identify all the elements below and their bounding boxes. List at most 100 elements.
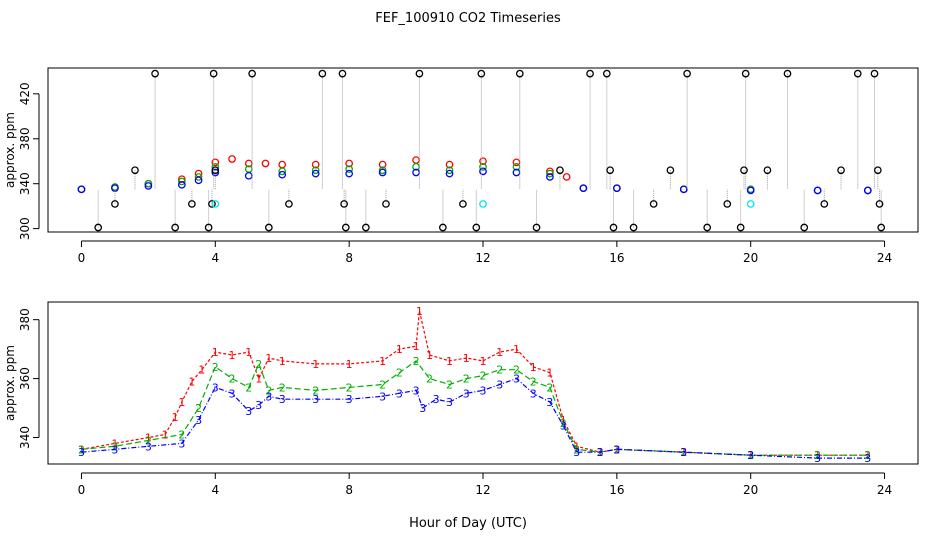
- point-label: 1: [513, 343, 520, 356]
- point-label: 2: [229, 373, 236, 386]
- plot-frame: [47, 67, 919, 233]
- x-axis-label: Hour of Day (UTC): [409, 516, 527, 531]
- point-label: 2: [573, 443, 580, 456]
- point-label: 3: [212, 381, 219, 394]
- y-tick-label: 340: [18, 426, 32, 449]
- data-point: [612, 184, 621, 193]
- point-label: 2: [396, 367, 403, 380]
- data-point: [556, 166, 564, 175]
- data-point: [412, 162, 420, 171]
- data-point: [649, 200, 658, 208]
- x-tick-label: 4: [211, 483, 219, 497]
- point-label: 3: [546, 396, 553, 409]
- figure-title: FEF_100910 CO2 Timeseries: [375, 11, 561, 26]
- series-line: [81, 377, 868, 459]
- point-label: 1: [229, 349, 236, 362]
- point-label: 2: [864, 449, 871, 462]
- point-label: 2: [513, 364, 520, 377]
- point-label: 3: [433, 393, 440, 406]
- data-point: [345, 165, 354, 173]
- point-label: 1: [145, 431, 152, 444]
- x-tick-label: 16: [609, 251, 624, 265]
- data-point: [602, 69, 611, 78]
- data-point: [546, 173, 554, 181]
- point-label: 1: [463, 352, 470, 365]
- point-label: 1: [178, 396, 185, 409]
- point-label: 3: [195, 414, 202, 427]
- data-point: [479, 167, 487, 176]
- data-point: [870, 69, 879, 78]
- data-point: [609, 223, 618, 232]
- point-label: 3: [573, 446, 580, 459]
- data-point: [94, 223, 103, 232]
- point-label: 2: [496, 364, 503, 377]
- y-tick-label: 380: [18, 127, 32, 150]
- series-3: [77, 167, 872, 195]
- x-tick-label: 24: [877, 251, 892, 265]
- point-label: 2: [78, 443, 85, 456]
- data-point: [546, 167, 554, 176]
- point-label: 3: [245, 405, 252, 418]
- x-tick-label: 12: [475, 251, 490, 265]
- y-axis-label: approx. ppm: [3, 345, 17, 421]
- data-point: [741, 69, 750, 78]
- point-label: 2: [178, 429, 185, 442]
- data-point: [177, 180, 186, 189]
- data-point: [415, 69, 424, 78]
- data-point: [340, 200, 348, 208]
- point-label: 1: [530, 361, 537, 374]
- data-point: [378, 160, 387, 169]
- point-label: 2: [426, 373, 433, 386]
- x-tick-label: 16: [609, 483, 624, 497]
- x-tick-label: 0: [78, 483, 86, 497]
- point-label: 3: [265, 390, 272, 403]
- data-point: [438, 223, 447, 232]
- point-label: 3: [747, 449, 754, 462]
- data-point: [211, 166, 220, 175]
- point-label: 3: [530, 387, 537, 400]
- data-point: [111, 200, 119, 208]
- point-label: 1: [78, 443, 85, 456]
- data-point: [877, 223, 886, 232]
- point-label: 1: [255, 373, 262, 386]
- data-point: [477, 69, 486, 78]
- point-label: 1: [416, 305, 423, 318]
- data-point: [311, 169, 320, 178]
- y-tick-label: 300: [18, 217, 32, 240]
- data-point: [278, 170, 287, 179]
- point-label: 2: [312, 384, 319, 397]
- point-label: 1: [172, 411, 179, 424]
- data-point: [479, 162, 487, 171]
- series-line: [81, 360, 868, 456]
- point-label: 2: [255, 358, 262, 371]
- point-label: 3: [496, 378, 503, 391]
- data-point: [800, 223, 809, 232]
- point-label: 1: [560, 414, 567, 427]
- point-label: 3: [279, 393, 286, 406]
- x-tick-label: 0: [78, 251, 86, 265]
- data-point: [746, 200, 755, 208]
- x-tick-label: 20: [743, 483, 758, 497]
- point-label: 3: [111, 443, 118, 456]
- point-label: 2: [546, 381, 553, 394]
- data-point: [341, 223, 350, 232]
- data-point: [562, 173, 571, 181]
- point-label: 1: [198, 364, 205, 377]
- data-point: [515, 69, 524, 78]
- data-point: [378, 168, 387, 177]
- point-label: 2: [560, 417, 567, 430]
- point-label: 1: [111, 437, 118, 450]
- point-label: 3: [396, 387, 403, 400]
- point-label: 1: [212, 346, 219, 359]
- x-tick-label: 4: [211, 251, 219, 265]
- x-tick-label: 8: [345, 483, 353, 497]
- data-point: [311, 166, 320, 175]
- data-point: [244, 159, 253, 168]
- x-tick-label: 20: [743, 251, 758, 265]
- data-point: [211, 158, 220, 167]
- point-label: 1: [446, 355, 453, 368]
- data-point: [382, 200, 390, 208]
